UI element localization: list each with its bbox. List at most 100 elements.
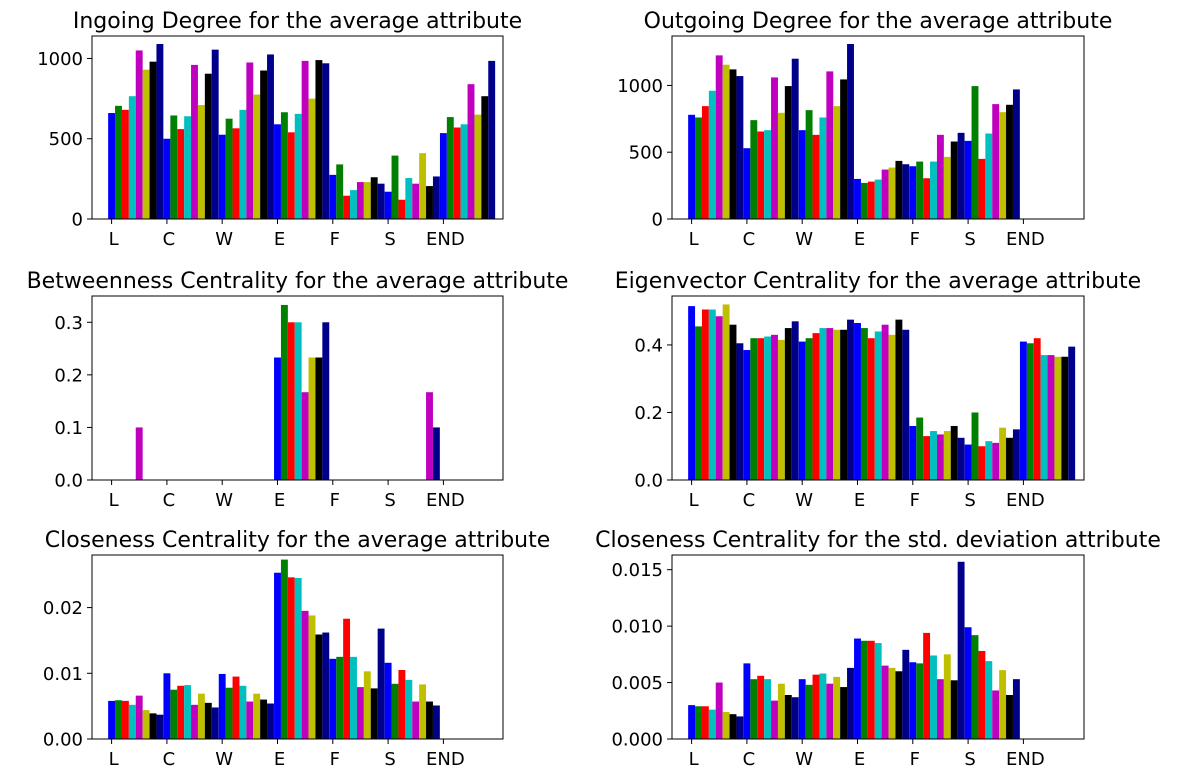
bar-C-series-7 — [204, 73, 212, 219]
bar-E-series-5 — [301, 610, 309, 739]
bar-W-series-3 — [232, 128, 240, 219]
bar-L-series-7 — [729, 69, 737, 219]
x-tick-label: W — [215, 749, 233, 770]
bar-F-series-2 — [916, 663, 924, 739]
bar-F-series-5 — [936, 134, 944, 219]
bar-W-series-7 — [260, 70, 268, 219]
bar-C-series-5 — [771, 334, 778, 480]
bar-C-series-4 — [764, 679, 772, 739]
bar-C-series-5 — [771, 77, 778, 219]
bar-C-series-4 — [184, 116, 192, 219]
bar-F-series-7 — [950, 425, 958, 480]
bar-E-series-6 — [888, 667, 896, 739]
bar-W-series-1 — [798, 341, 806, 480]
bar-F-series-3 — [923, 178, 931, 219]
bar-W-series-7 — [260, 699, 268, 739]
bar-W-series-3 — [812, 333, 820, 480]
x-tick-label: END — [426, 490, 465, 511]
x-tick-label: C — [163, 749, 176, 770]
bar-F-series-6 — [363, 671, 371, 739]
bar-END-series-4 — [460, 124, 468, 219]
bar-F-series-8 — [377, 628, 385, 739]
bar-E-series-8 — [322, 63, 330, 219]
bar-W-series-2 — [225, 118, 233, 219]
axes-frame — [91, 554, 504, 740]
bar-F-series-3 — [343, 618, 351, 739]
y-tick-label: 0.3 — [54, 313, 83, 334]
y-tick-label: 0.4 — [634, 335, 663, 356]
bar-C-series-1 — [163, 138, 171, 219]
bar-S-series-5 — [992, 690, 1000, 739]
bar-F-series-7 — [950, 680, 958, 739]
bar-C-series-2 — [750, 120, 758, 219]
bar-L-series-1 — [688, 114, 696, 219]
bar-S-series-2 — [971, 86, 979, 219]
bar-F-series-4 — [930, 161, 937, 219]
bar-C-series-2 — [170, 115, 178, 219]
bar-L-series-5 — [135, 427, 143, 480]
bar-C-series-8 — [791, 697, 799, 739]
bar-W-series-8 — [267, 703, 274, 739]
bar-F-series-5 — [936, 434, 944, 480]
bar-L-series-3 — [121, 700, 129, 739]
x-tick-label: L — [689, 229, 699, 250]
bar-E-series-4 — [874, 643, 882, 739]
bar-F-series-5 — [356, 182, 364, 219]
bar-E-series-8 — [322, 322, 330, 480]
bar-E-series-2 — [860, 182, 868, 219]
bar-F-series-1 — [909, 662, 917, 739]
bar-L-series-3 — [701, 309, 709, 480]
y-tick-label: 0.2 — [634, 403, 663, 424]
chart-title: Closeness Centrality for the std. deviat… — [595, 528, 1161, 553]
x-tick-label: END — [426, 749, 465, 770]
bar-E-series-3 — [867, 181, 875, 219]
bar-E-series-7 — [315, 60, 323, 219]
y-tick-label: 500 — [49, 129, 83, 150]
bar-E-series-3 — [867, 338, 875, 480]
bar-S-series-6 — [999, 427, 1007, 480]
x-tick-label: S — [384, 749, 395, 770]
bar-L-series-5 — [715, 55, 723, 220]
y-tick-label: 0.005 — [611, 673, 663, 694]
bar-S-series-4 — [405, 679, 413, 739]
bar-L-series-7 — [149, 61, 157, 220]
bar-E-series-1 — [274, 572, 281, 739]
bar-W-series-2 — [225, 687, 233, 739]
bar-W-series-3 — [232, 676, 240, 739]
bar-S-series-4 — [985, 661, 993, 739]
bar-E-series-3 — [287, 577, 295, 739]
x-tick-label: E — [274, 749, 285, 770]
x-tick-label: S — [964, 229, 975, 250]
bar-F-series-3 — [343, 195, 351, 219]
bar-C-series-7 — [204, 702, 212, 739]
bar-C-series-4 — [764, 130, 772, 219]
x-tick-label: W — [795, 229, 813, 250]
bar-F-series-1 — [909, 166, 917, 219]
chart-panel-5: Closeness Centrality for the average att… — [43, 528, 550, 770]
bar-S-series-1 — [384, 191, 392, 219]
bar-F-series-7 — [370, 177, 378, 219]
bar-S-series-7 — [426, 186, 433, 219]
bar-S-series-1 — [964, 627, 972, 739]
bar-S-series-4 — [985, 133, 993, 219]
bar-S-series-1 — [964, 140, 972, 219]
chart-title: Closeness Centrality for the average att… — [45, 528, 551, 553]
bar-C-series-3 — [757, 338, 765, 480]
bar-END-series-6 — [474, 114, 482, 219]
bar-END-series-2 — [1026, 343, 1034, 480]
y-tick-label: 0.015 — [611, 560, 663, 581]
bar-W-series-8 — [847, 319, 854, 480]
bar-E-series-8 — [902, 329, 910, 480]
bar-S-series-7 — [1006, 694, 1013, 739]
bar-C-series-1 — [163, 673, 171, 739]
y-tick-label: 0.010 — [611, 617, 663, 638]
bar-W-series-8 — [847, 667, 854, 739]
bar-F-series-8 — [957, 437, 965, 480]
chart-panel-3: Betweenness Centrality for the average a… — [27, 269, 569, 511]
axes-frame — [671, 35, 1085, 220]
bar-END-series-5 — [467, 84, 475, 219]
bar-S-series-4 — [985, 441, 993, 480]
x-tick-label: S — [964, 490, 975, 511]
bar-F-series-6 — [943, 431, 951, 480]
bar-END-series-8 — [1068, 346, 1076, 480]
